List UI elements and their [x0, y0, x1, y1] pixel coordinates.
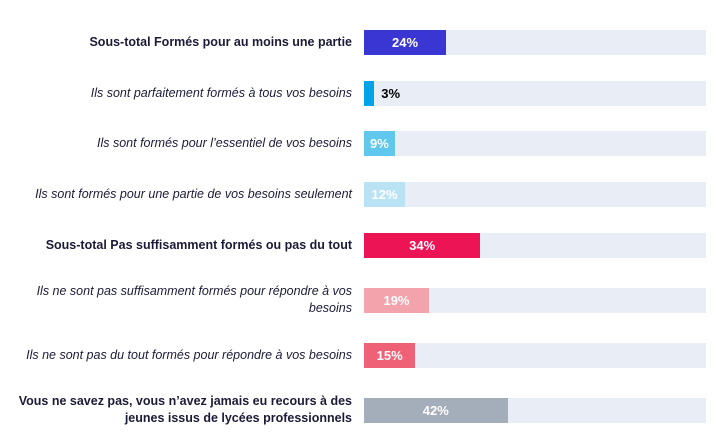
value-label: 19% — [383, 292, 410, 308]
bar: 9% — [364, 131, 395, 157]
category-label: Ils sont formés pour l’essentiel de vos … — [97, 136, 352, 151]
category-label: Sous-total Formés pour au moins une part… — [89, 35, 352, 50]
value-label: 9% — [369, 136, 389, 152]
value-label: 3% — [381, 85, 401, 101]
category-label: Sous-total Pas suffisamment formés ou pa… — [45, 237, 352, 252]
bar: 34% — [364, 232, 481, 258]
value-label: 24% — [392, 35, 419, 50]
bar-track: 42% — [364, 397, 706, 423]
value-label: 12% — [371, 186, 398, 202]
bar: 3% — [364, 80, 400, 106]
value-label: 15% — [376, 347, 403, 363]
bar-track: 24% — [364, 30, 706, 55]
category-label: Ils sont parfaitement formés à tous vos … — [90, 85, 352, 100]
category-label: Ils ne sont pas du tout formés pour répo… — [26, 347, 352, 362]
bar-track: 19% — [364, 287, 706, 313]
bar: 15% — [364, 342, 416, 368]
bar: 24% — [364, 30, 447, 55]
chart-row: Sous-total Formés pour au moins une part… — [8, 30, 706, 55]
bar-track: 9% — [364, 131, 706, 157]
bar: 19% — [364, 287, 429, 313]
bar-track: 3% — [364, 80, 706, 106]
category-label: Ils sont formés pour une partie de vos b… — [35, 186, 352, 201]
chart-row: Ils sont formés pour l’essentiel de vos … — [8, 131, 706, 157]
chart-row: Ils ne sont pas du tout formés pour répo… — [8, 342, 706, 368]
bar-track: 12% — [364, 181, 706, 207]
chart-row: Vous ne savez pas, vous n’avez jamais eu… — [8, 393, 706, 427]
chart-row: Sous-total Pas suffisamment formés ou pa… — [8, 232, 706, 258]
bar-track: 15% — [364, 342, 706, 368]
chart-row: Ils sont formés pour une partie de vos b… — [8, 181, 706, 207]
value-label: 42% — [422, 402, 449, 418]
category-label: Vous ne savez pas, vous n’avez jamais eu… — [18, 394, 352, 426]
chart-row: Ils sont parfaitement formés à tous vos … — [8, 80, 706, 106]
category-label: Ils ne sont pas suffisamment formés pour… — [36, 284, 352, 316]
bar: 42% — [364, 397, 508, 423]
chart-row: Ils ne sont pas suffisamment formés pour… — [8, 283, 706, 317]
value-label: 34% — [409, 237, 436, 253]
bar-track: 34% — [364, 232, 706, 258]
bar: 12% — [364, 181, 406, 207]
